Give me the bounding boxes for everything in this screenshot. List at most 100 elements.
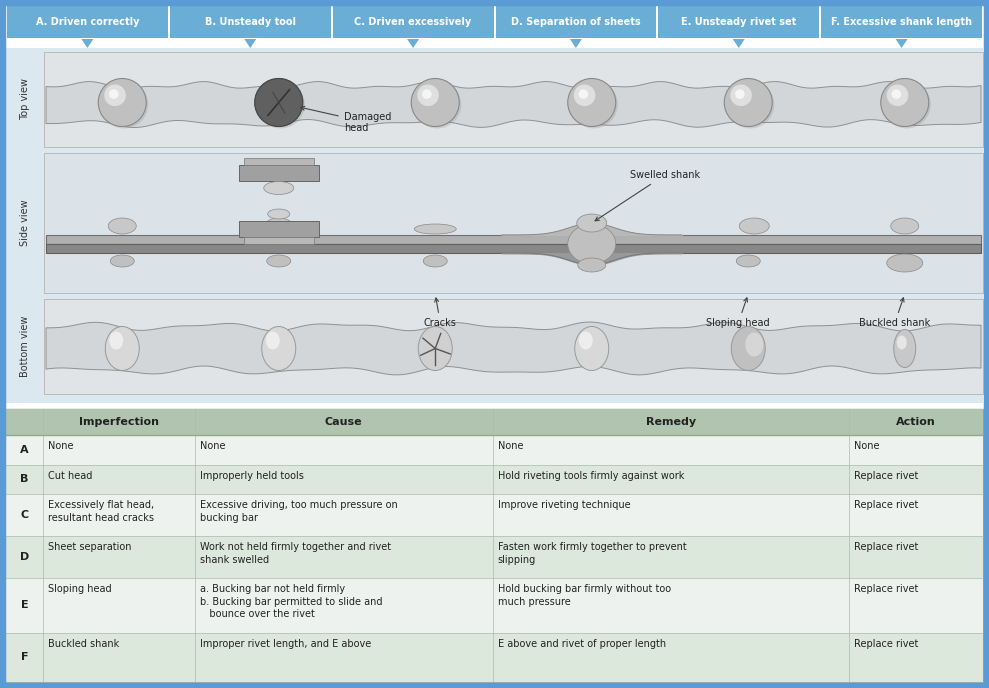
Text: Top view: Top view (20, 78, 30, 120)
Text: Damaged
head: Damaged head (301, 107, 391, 133)
FancyBboxPatch shape (332, 6, 494, 38)
Ellipse shape (887, 254, 923, 272)
Text: D. Separation of sheets: D. Separation of sheets (511, 17, 641, 27)
Ellipse shape (897, 336, 907, 350)
Ellipse shape (255, 78, 303, 127)
Polygon shape (81, 39, 93, 48)
Text: Replace rivet: Replace rivet (854, 638, 919, 649)
Polygon shape (570, 39, 582, 48)
Ellipse shape (109, 332, 124, 350)
Ellipse shape (577, 214, 606, 232)
FancyBboxPatch shape (659, 6, 819, 38)
FancyBboxPatch shape (243, 237, 314, 244)
Text: Replace rivet: Replace rivet (854, 471, 919, 481)
Ellipse shape (881, 78, 929, 127)
Text: None: None (48, 441, 73, 451)
FancyBboxPatch shape (495, 6, 657, 38)
FancyBboxPatch shape (44, 153, 983, 293)
Polygon shape (407, 39, 419, 48)
Text: B. Unsteady tool: B. Unsteady tool (205, 17, 296, 27)
Ellipse shape (731, 327, 765, 371)
Text: Sloping head: Sloping head (706, 298, 770, 328)
Text: Imperfection: Imperfection (79, 417, 159, 427)
Text: Replace rivet: Replace rivet (854, 584, 919, 594)
Text: Work not held firmly together and rivet
shank swelled: Work not held firmly together and rivet … (200, 542, 391, 565)
Ellipse shape (739, 218, 769, 234)
Ellipse shape (724, 78, 772, 127)
FancyBboxPatch shape (6, 494, 983, 536)
Ellipse shape (418, 327, 452, 371)
Ellipse shape (264, 182, 294, 195)
Text: C: C (21, 510, 29, 520)
Ellipse shape (422, 89, 431, 99)
Text: Hold riveting tools firmly against work: Hold riveting tools firmly against work (497, 471, 684, 481)
Text: Swelled shank: Swelled shank (595, 170, 700, 221)
Polygon shape (896, 39, 908, 48)
FancyBboxPatch shape (46, 244, 981, 253)
Text: D: D (20, 552, 30, 562)
Ellipse shape (100, 80, 148, 129)
FancyBboxPatch shape (821, 6, 982, 38)
Polygon shape (244, 39, 256, 48)
Text: Excessive driving, too much pressure on
bucking bar: Excessive driving, too much pressure on … (200, 500, 398, 523)
Ellipse shape (108, 218, 136, 234)
Ellipse shape (262, 327, 296, 371)
Text: Cut head: Cut head (48, 471, 93, 481)
Ellipse shape (414, 224, 456, 234)
FancyBboxPatch shape (6, 409, 983, 435)
Ellipse shape (423, 255, 447, 267)
Text: Sheet separation: Sheet separation (48, 542, 132, 552)
Text: E: E (21, 601, 29, 610)
Text: E. Unsteady rivet set: E. Unsteady rivet set (681, 17, 796, 27)
Ellipse shape (257, 80, 305, 129)
FancyBboxPatch shape (44, 52, 983, 147)
Ellipse shape (735, 89, 745, 99)
Ellipse shape (891, 89, 901, 99)
Text: Hold bucking bar firmly without too
much pressure: Hold bucking bar firmly without too much… (497, 584, 671, 607)
Ellipse shape (411, 78, 459, 127)
Text: Buckled shank: Buckled shank (859, 298, 931, 328)
Text: Bottom view: Bottom view (20, 316, 30, 377)
Ellipse shape (575, 327, 609, 371)
Ellipse shape (883, 80, 931, 129)
FancyBboxPatch shape (6, 48, 983, 403)
Ellipse shape (255, 78, 303, 127)
Text: Fasten work firmly together to prevent
slipping: Fasten work firmly together to prevent s… (497, 542, 686, 565)
Text: A: A (20, 445, 29, 455)
Ellipse shape (578, 258, 605, 272)
Text: Excessively flat head,
resultant head cracks: Excessively flat head, resultant head cr… (48, 500, 154, 523)
Ellipse shape (568, 224, 616, 264)
FancyBboxPatch shape (44, 299, 983, 394)
Ellipse shape (579, 332, 592, 350)
Text: Buckled shank: Buckled shank (48, 638, 120, 649)
Text: Sloping head: Sloping head (48, 584, 112, 594)
Ellipse shape (736, 255, 761, 267)
Text: Side view: Side view (20, 200, 30, 246)
Ellipse shape (110, 255, 135, 267)
FancyBboxPatch shape (170, 6, 330, 38)
Ellipse shape (413, 80, 461, 129)
Polygon shape (733, 39, 745, 48)
Ellipse shape (730, 85, 752, 106)
FancyBboxPatch shape (4, 4, 985, 684)
Ellipse shape (574, 85, 595, 106)
Ellipse shape (105, 327, 139, 371)
Ellipse shape (891, 218, 919, 234)
Ellipse shape (746, 332, 764, 356)
FancyBboxPatch shape (6, 536, 983, 578)
Text: None: None (497, 441, 523, 451)
Polygon shape (46, 322, 981, 375)
FancyBboxPatch shape (238, 165, 318, 181)
Ellipse shape (570, 80, 618, 129)
Text: C. Driven excessively: C. Driven excessively (354, 17, 472, 27)
FancyBboxPatch shape (6, 409, 983, 682)
Text: E above and rivet of proper length: E above and rivet of proper length (497, 638, 666, 649)
Ellipse shape (104, 85, 126, 106)
Text: Improper rivet length, and E above: Improper rivet length, and E above (200, 638, 371, 649)
Ellipse shape (579, 89, 588, 99)
Text: A. Driven correctly: A. Driven correctly (36, 17, 139, 27)
FancyBboxPatch shape (7, 6, 168, 38)
Ellipse shape (887, 85, 908, 106)
FancyBboxPatch shape (6, 578, 983, 632)
Text: Improve riveting technique: Improve riveting technique (497, 500, 630, 510)
